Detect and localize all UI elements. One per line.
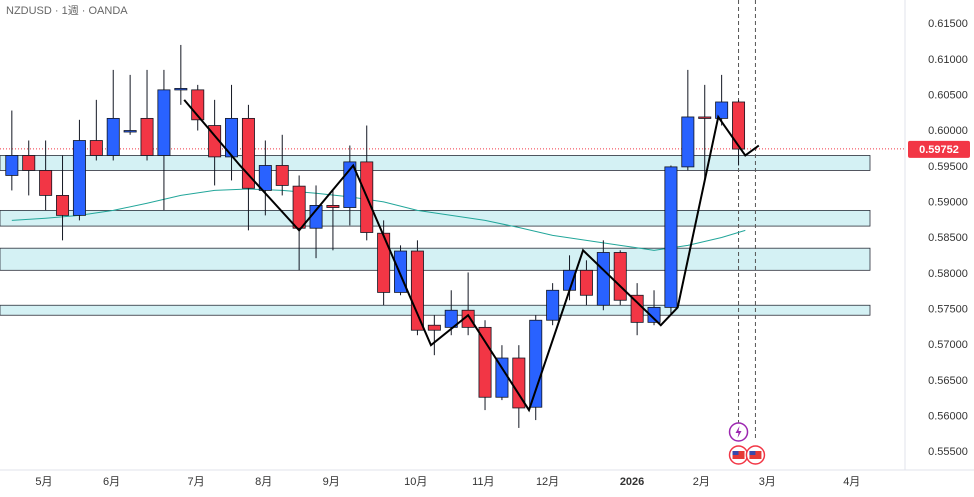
event-icon-bolt xyxy=(735,426,742,438)
support-zone xyxy=(0,155,871,171)
last-price-box xyxy=(908,140,970,158)
y-tick-label: 0.57500 xyxy=(928,303,968,315)
chart-title: NZDUSD · 1週 · OANDA xyxy=(6,4,128,17)
candle-body xyxy=(579,269,593,296)
candle-body xyxy=(89,140,103,156)
candle-body xyxy=(56,195,70,216)
y-tick-label: 0.58000 xyxy=(928,268,968,280)
candle-body xyxy=(326,205,340,208)
x-tick-label: 8月 xyxy=(255,476,272,488)
y-tick-label: 0.58500 xyxy=(928,232,968,244)
x-tick-label: 9月 xyxy=(323,476,340,488)
y-tick-label: 0.55500 xyxy=(928,446,968,458)
candle-body xyxy=(5,155,19,176)
candle-body xyxy=(478,326,492,398)
candle-body xyxy=(732,101,746,150)
candle-body xyxy=(546,289,560,321)
x-tick-label: 3月 xyxy=(759,476,776,488)
candle-body xyxy=(664,166,678,308)
candle-body xyxy=(529,319,543,408)
x-tick-label: 2月 xyxy=(693,476,710,488)
y-tick-label: 0.60500 xyxy=(928,89,968,101)
support-zone xyxy=(0,304,871,316)
candle-body xyxy=(157,89,171,156)
candle-body xyxy=(377,232,391,293)
candle-body xyxy=(22,155,36,171)
last-price-label: 0.59752 xyxy=(919,144,959,156)
x-tick-label: 4月 xyxy=(843,476,860,488)
support-zone xyxy=(0,247,871,271)
x-tick-label: 5月 xyxy=(35,476,52,488)
candle-body xyxy=(39,170,53,196)
candle-body xyxy=(275,165,289,186)
x-tick-label: 12月 xyxy=(536,476,559,488)
y-tick-label: 0.59500 xyxy=(928,161,968,173)
x-tick-label: 6月 xyxy=(103,476,120,488)
candle-body xyxy=(106,117,120,156)
y-tick-label: 0.56500 xyxy=(928,375,968,387)
y-tick-label: 0.56000 xyxy=(928,410,968,422)
y-tick-label: 0.57000 xyxy=(928,339,968,351)
candle-body xyxy=(292,185,306,229)
moving-average xyxy=(11,188,746,251)
y-tick-label: 0.60000 xyxy=(928,125,968,137)
candle-body xyxy=(410,250,424,331)
candle-body xyxy=(241,117,255,189)
candle-body xyxy=(258,165,272,191)
support-zone xyxy=(0,209,871,227)
x-tick-label: 11月 xyxy=(472,476,494,488)
candle-body xyxy=(123,130,137,133)
candle-body xyxy=(140,117,154,156)
candle-body xyxy=(715,101,729,119)
y-tick-label: 0.61500 xyxy=(928,18,968,30)
candle-body xyxy=(681,116,695,168)
candle-body xyxy=(444,309,458,328)
candle-body xyxy=(613,252,627,301)
candle-body xyxy=(698,116,712,119)
y-tick-label: 0.61000 xyxy=(928,54,968,66)
candle-body xyxy=(72,140,86,216)
candle-body xyxy=(495,357,509,398)
candle-body xyxy=(596,252,610,306)
zigzag-line xyxy=(183,99,760,413)
x-tick-label: 10月 xyxy=(404,476,427,488)
candle-body xyxy=(174,88,188,91)
candle-body xyxy=(647,306,661,323)
candle-body xyxy=(461,309,475,328)
flag-icon-canton xyxy=(749,451,756,455)
candle-body xyxy=(427,324,441,331)
y-tick-label: 0.59000 xyxy=(928,196,968,208)
x-tick-label: 7月 xyxy=(187,476,204,488)
flag-icon-canton xyxy=(732,451,739,455)
x-tick-label: 2026 xyxy=(620,476,644,488)
